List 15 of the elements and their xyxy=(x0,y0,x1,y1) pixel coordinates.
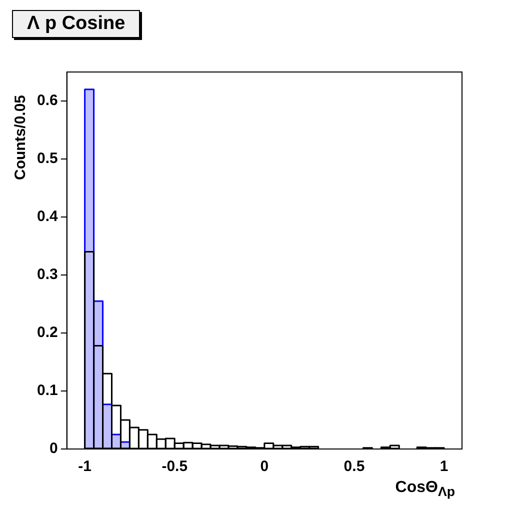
chart-title: Λ p Cosine xyxy=(12,10,140,38)
x-tick-label: 1 xyxy=(440,458,448,476)
y-tick-label: 0.6 xyxy=(36,92,58,110)
x-tick-label: -1 xyxy=(78,458,92,476)
x-axis-title: CosΘ$_{Λp}$ xyxy=(395,478,455,499)
y-tick-label: 0 xyxy=(50,440,58,458)
x-tick-label: 0 xyxy=(260,458,269,476)
x-tick-label: 0.5 xyxy=(344,458,365,476)
y-tick-label: 0.3 xyxy=(36,266,58,284)
y-tick-label: 0.2 xyxy=(36,324,58,342)
x-tick-label: -0.5 xyxy=(162,458,188,476)
y-axis-title: Counts/0.05 xyxy=(12,94,29,180)
y-tick-label: 0.5 xyxy=(36,150,58,168)
y-tick-label: 0.1 xyxy=(36,382,58,400)
y-tick-label: 0.4 xyxy=(36,208,58,226)
